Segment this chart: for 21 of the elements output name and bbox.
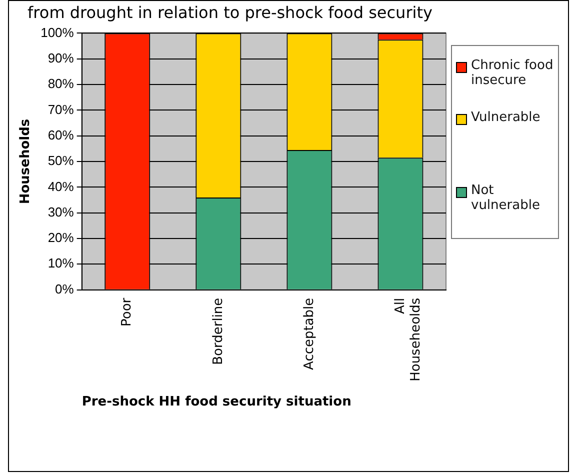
x-tick-label: Borderline	[210, 298, 226, 365]
legend-label: Chronic food insecure	[471, 58, 554, 88]
y-tick-label: 10%	[48, 256, 74, 271]
y-tick-label: 40%	[48, 178, 74, 194]
y-tick-label: 0%	[55, 281, 74, 296]
y-tick-label: 70%	[48, 102, 74, 117]
chart-title: from drought in relation to pre-shock food security	[28, 2, 432, 22]
y-axis-title: Households	[18, 118, 34, 204]
y-tick-label: 30%	[48, 204, 74, 220]
x-axis-title: Pre-shock HH food security situation	[82, 394, 352, 410]
legend-label: Not vulnerable	[471, 183, 541, 214]
y-tick-label: 100%	[40, 24, 74, 40]
y-tick-label: 50%	[48, 153, 74, 168]
x-tick-label: Poor	[120, 297, 135, 326]
x-tick-label: All Househeolds	[392, 298, 424, 382]
y-tick-label: 20%	[48, 230, 74, 246]
y-tick-label: 80%	[48, 76, 74, 92]
y-tick-label: 90%	[48, 50, 74, 66]
legend-label: Vulnerable	[471, 110, 540, 126]
y-tick-label: 60%	[48, 127, 74, 142]
x-tick-label: Acceptable	[302, 298, 317, 370]
